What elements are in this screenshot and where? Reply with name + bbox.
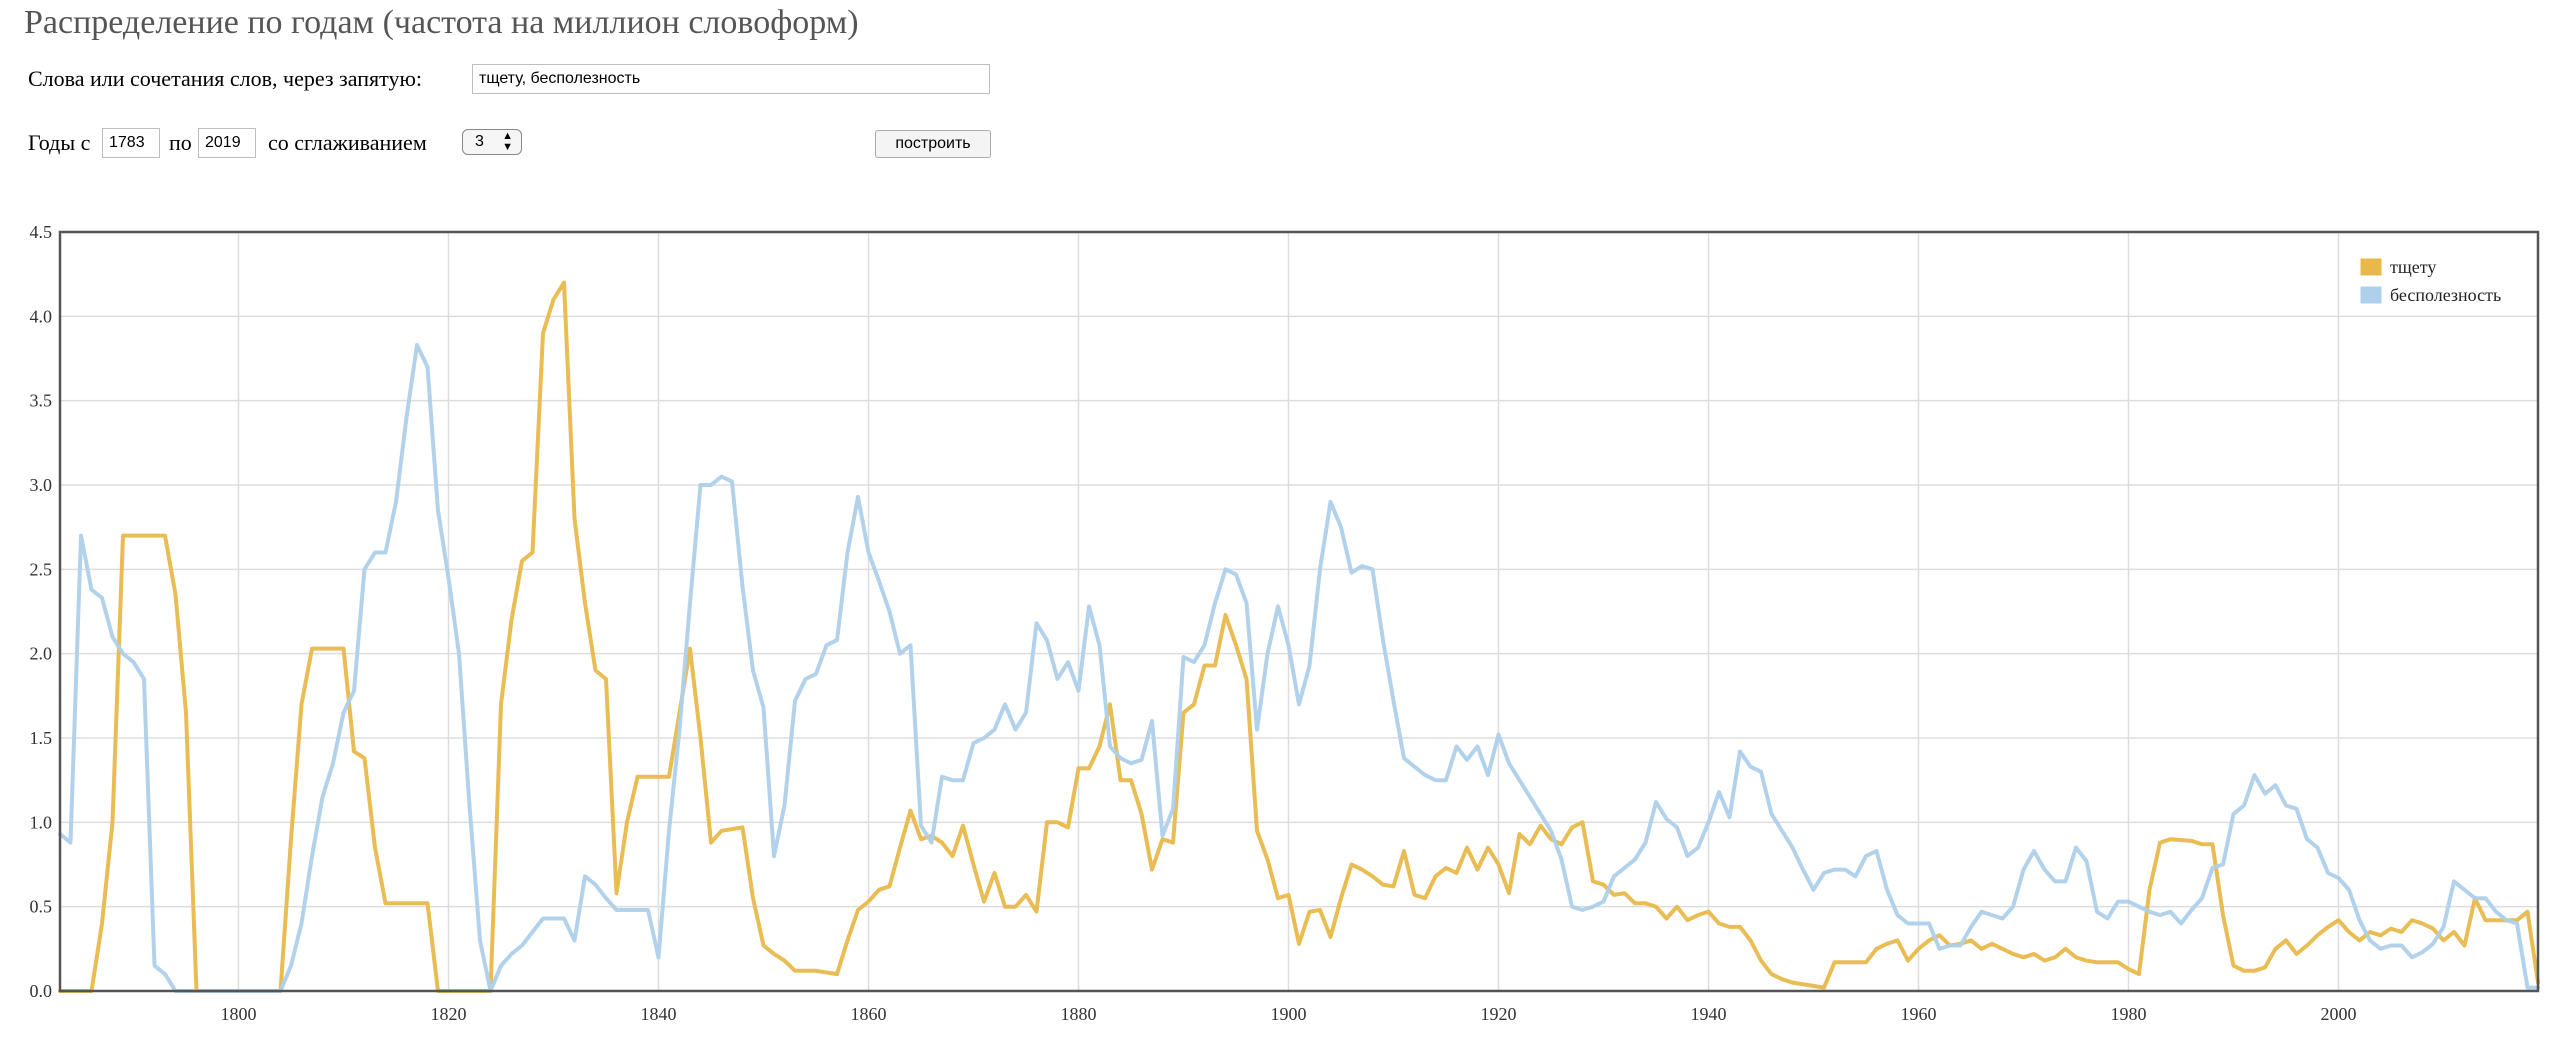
x-tick-label: 1920 <box>1481 1004 1517 1024</box>
page-title: Распределение по годам (частота на милли… <box>24 4 859 41</box>
year-from-input[interactable] <box>102 128 160 158</box>
plot-frame <box>58 230 2540 993</box>
y-tick-label: 0.5 <box>30 897 53 917</box>
legend-label-1: бесполезность <box>2390 285 2501 305</box>
series-line-0 <box>58 280 2540 993</box>
x-tick-label: 1840 <box>641 1004 677 1024</box>
y-tick-label: 2.0 <box>30 644 53 664</box>
series-line-1 <box>58 343 2540 993</box>
years-from-label: Годы с <box>28 130 91 155</box>
words-label: Слова или сочетания слов, через запятую: <box>28 66 422 91</box>
y-tick-label: 4.0 <box>30 306 53 326</box>
y-tick-label: 1.0 <box>30 812 53 832</box>
chart-axes: 0.0 0.5 1.0 1.5 2.0 2.5 3.0 3.5 4.0 4.5 1800 1820 18… <box>30 222 2357 1024</box>
smoothing-select[interactable]: 3 ▲ ▼ <box>462 129 522 155</box>
words-input[interactable] <box>472 64 990 94</box>
y-tick-label: 3.5 <box>30 391 53 411</box>
x-tick-label: 1860 <box>851 1004 887 1024</box>
build-button[interactable]: построить <box>875 130 991 158</box>
x-tick-label: 1940 <box>1691 1004 1727 1024</box>
years-to-label: по <box>169 130 192 155</box>
y-tick-label: 0.0 <box>30 981 53 1001</box>
x-tick-label: 1900 <box>1271 1004 1307 1024</box>
chart-container: 0.0 0.5 1.0 1.5 2.0 2.5 3.0 3.5 4.0 4.5 1800 1820 18… <box>0 210 2560 1059</box>
x-tick-label: 2000 <box>2321 1004 2357 1024</box>
y-tick-label: 3.0 <box>30 475 53 495</box>
x-tick-label: 1880 <box>1061 1004 1097 1024</box>
legend-swatch-0 <box>2359 257 2383 277</box>
y-tick-label: 4.5 <box>30 222 53 242</box>
frequency-chart: 0.0 0.5 1.0 1.5 2.0 2.5 3.0 3.5 4.0 4.5 1800 1820 18… <box>30 222 2540 1024</box>
x-tick-label: 1800 <box>221 1004 257 1024</box>
chart-grid <box>60 231 2538 992</box>
x-tick-label: 1960 <box>1901 1004 1937 1024</box>
legend-swatch-1 <box>2359 285 2383 305</box>
legend-label-0: тщету <box>2390 257 2436 277</box>
chart-series <box>58 280 2540 993</box>
y-tick-label: 2.5 <box>30 559 53 579</box>
x-tick-label: 1820 <box>431 1004 467 1024</box>
smoothing-value: 3 <box>475 133 484 150</box>
chart-legend: тщету бесполезность <box>2359 257 2501 305</box>
year-to-input[interactable] <box>198 128 256 158</box>
y-tick-label: 1.5 <box>30 728 53 748</box>
select-arrows-icon: ▲ ▼ <box>502 130 513 153</box>
x-tick-label: 1980 <box>2111 1004 2147 1024</box>
smoothing-label: со сглаживанием <box>268 130 427 155</box>
